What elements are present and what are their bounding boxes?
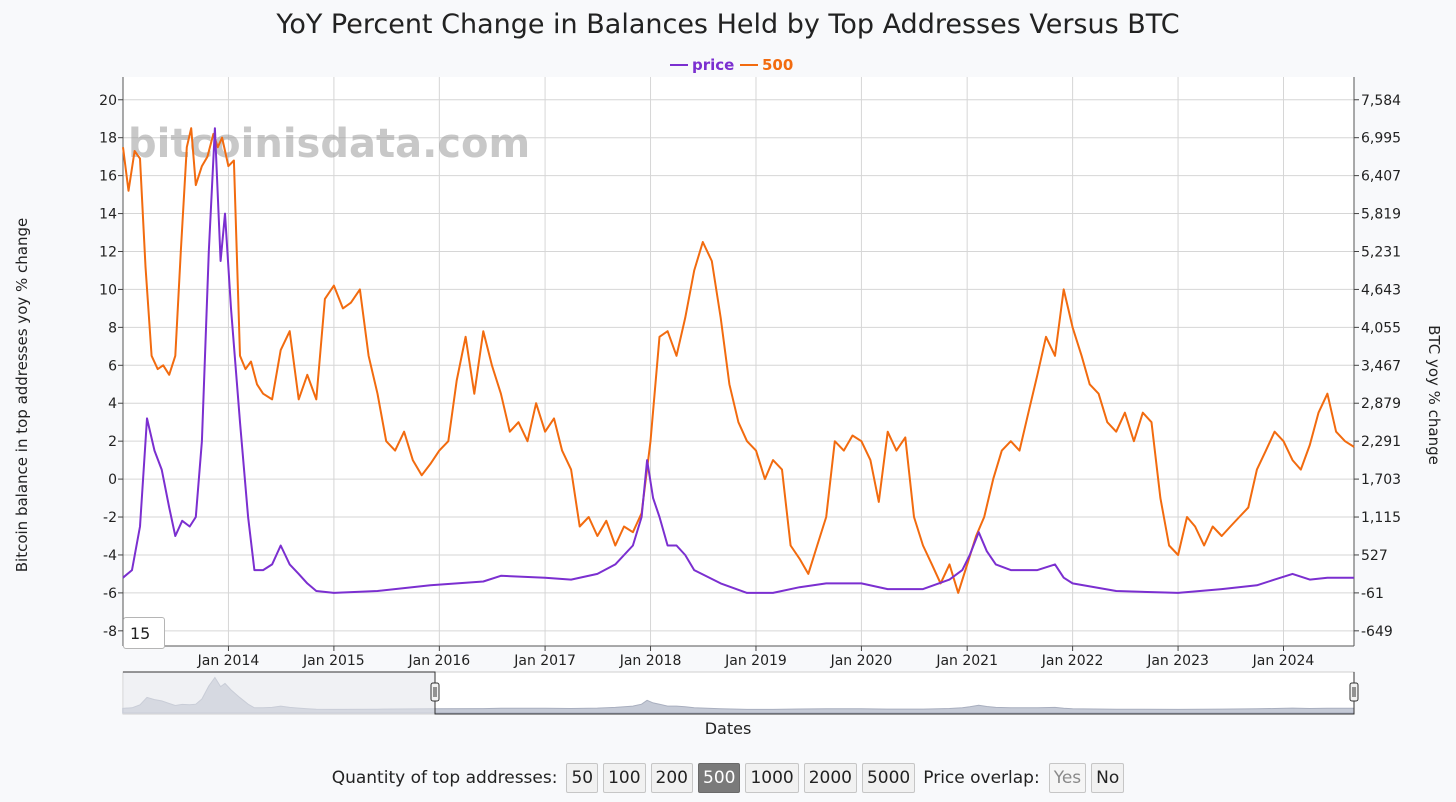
quantity-50-button[interactable]: 50 [566, 763, 599, 793]
quantity-5000-button[interactable]: 5000 [861, 763, 916, 793]
y-left-tick-label: 16 [99, 169, 117, 185]
y-left-tick-label: -6 [103, 586, 117, 602]
y-right-tick-label: 7,584 [1361, 93, 1401, 109]
y-left-tick-label: 18 [99, 131, 117, 147]
y-right-tick-label: 3,467 [1361, 358, 1401, 374]
y-right-tick-label: 4,643 [1361, 282, 1401, 298]
grid [122, 77, 1355, 647]
navigator-handle-right[interactable] [1349, 682, 1359, 702]
plot-area [123, 77, 1354, 646]
y-right-tick-label: 527 [1361, 548, 1388, 564]
y-left-tick-label: 10 [99, 282, 117, 298]
y-right-tick-label: 4,055 [1361, 320, 1401, 336]
watermark: bitcoinisdata.com [128, 121, 530, 167]
y-left-tick-label: 20 [99, 93, 117, 109]
legend: price 500 [670, 56, 793, 74]
y-left-tick-label: 14 [99, 207, 117, 223]
y-right-tick-label: 1,703 [1361, 472, 1401, 488]
series-price-line [122, 127, 1354, 594]
x-tick-label: Jan 2018 [619, 653, 682, 669]
y-right-tick-label: 2,291 [1361, 434, 1401, 450]
quantity-100-button[interactable]: 100 [603, 763, 646, 793]
x-tick-label: Jan 2014 [197, 653, 260, 669]
x-tick-label: Jan 2017 [513, 653, 576, 669]
y-left-tick-label: 12 [99, 244, 117, 260]
series [122, 127, 1355, 594]
y-left-tick-label: 4 [108, 396, 117, 412]
quantity-1000-button[interactable]: 1000 [745, 763, 799, 793]
x-tick-label: Jan 2023 [1146, 653, 1209, 669]
x-tick-label: Jan 2015 [302, 653, 365, 669]
x-tick-label: Jan 2019 [724, 653, 787, 669]
quantity-500-button[interactable]: 500 [698, 763, 741, 793]
legend-price-label[interactable]: price [692, 56, 734, 74]
controls-bar: Quantity of top addresses: 50 100 200 50… [0, 762, 1456, 794]
y-axis-right-label: BTC yoy % change [1425, 325, 1443, 465]
y-left-tick-label: 2 [108, 434, 117, 450]
y-left-tick-label: -8 [103, 624, 117, 640]
y-axis-left-label: Bitcoin balance in top addresses yoy % c… [13, 218, 31, 573]
y-left-tick-label: 0 [108, 472, 117, 488]
y-right-tick-label: 6,407 [1361, 169, 1401, 185]
navigator-handle-left[interactable] [430, 682, 440, 702]
y-left-tick-label: 8 [108, 320, 117, 336]
y-right-tick-label: 6,995 [1361, 131, 1401, 147]
x-tick-label: Jan 2021 [935, 653, 998, 669]
y-right-tick-label: 5,819 [1361, 207, 1401, 223]
quantity-2000-button[interactable]: 2000 [803, 763, 857, 793]
y-left-tick-label: -2 [103, 510, 117, 526]
navigator[interactable] [122, 671, 1359, 715]
navigator-unselected-mask [123, 672, 435, 714]
legend-500-label[interactable]: 500 [762, 56, 793, 74]
x-tick-label: Jan 2022 [1041, 653, 1104, 669]
right-axis-ticks: 7,584 6,995 6,407 5,819 5,231 4,643 4,055 3,467… [1354, 93, 1401, 640]
x-tick-label: Jan 2024 [1252, 653, 1315, 669]
y-right-tick-label: 2,879 [1361, 396, 1401, 412]
chart: YoY Percent Change in Balances Held by T… [13, 9, 1443, 738]
y-right-tick-label: 1,115 [1361, 510, 1401, 526]
y-right-tick-label: 5,231 [1361, 244, 1401, 260]
quantity-200-button[interactable]: 200 [650, 763, 693, 793]
y-right-tick-label: -649 [1361, 624, 1393, 640]
y-left-tick-label: -4 [103, 548, 117, 564]
price-overlap-yes-button[interactable]: Yes [1048, 763, 1087, 793]
series-500-line [122, 127, 1355, 594]
price-overlap-no-button[interactable]: No [1091, 763, 1125, 793]
x-axis-label: Dates [705, 719, 752, 738]
rolling-window-input[interactable] [123, 617, 165, 649]
y-left-tick-label: 6 [108, 358, 117, 374]
chart-title: YoY Percent Change in Balances Held by T… [275, 9, 1179, 40]
y-right-tick-label: -61 [1361, 586, 1384, 602]
x-tick-label: Jan 2016 [408, 653, 471, 669]
x-tick-label: Jan 2020 [830, 653, 893, 669]
quantity-label: Quantity of top addresses: [331, 768, 558, 788]
x-axis-ticks: Jan 2014 Jan 2015 Jan 2016 Jan 2017 Jan 2018… [197, 646, 1315, 669]
price-overlap-label: Price overlap: [923, 768, 1040, 788]
